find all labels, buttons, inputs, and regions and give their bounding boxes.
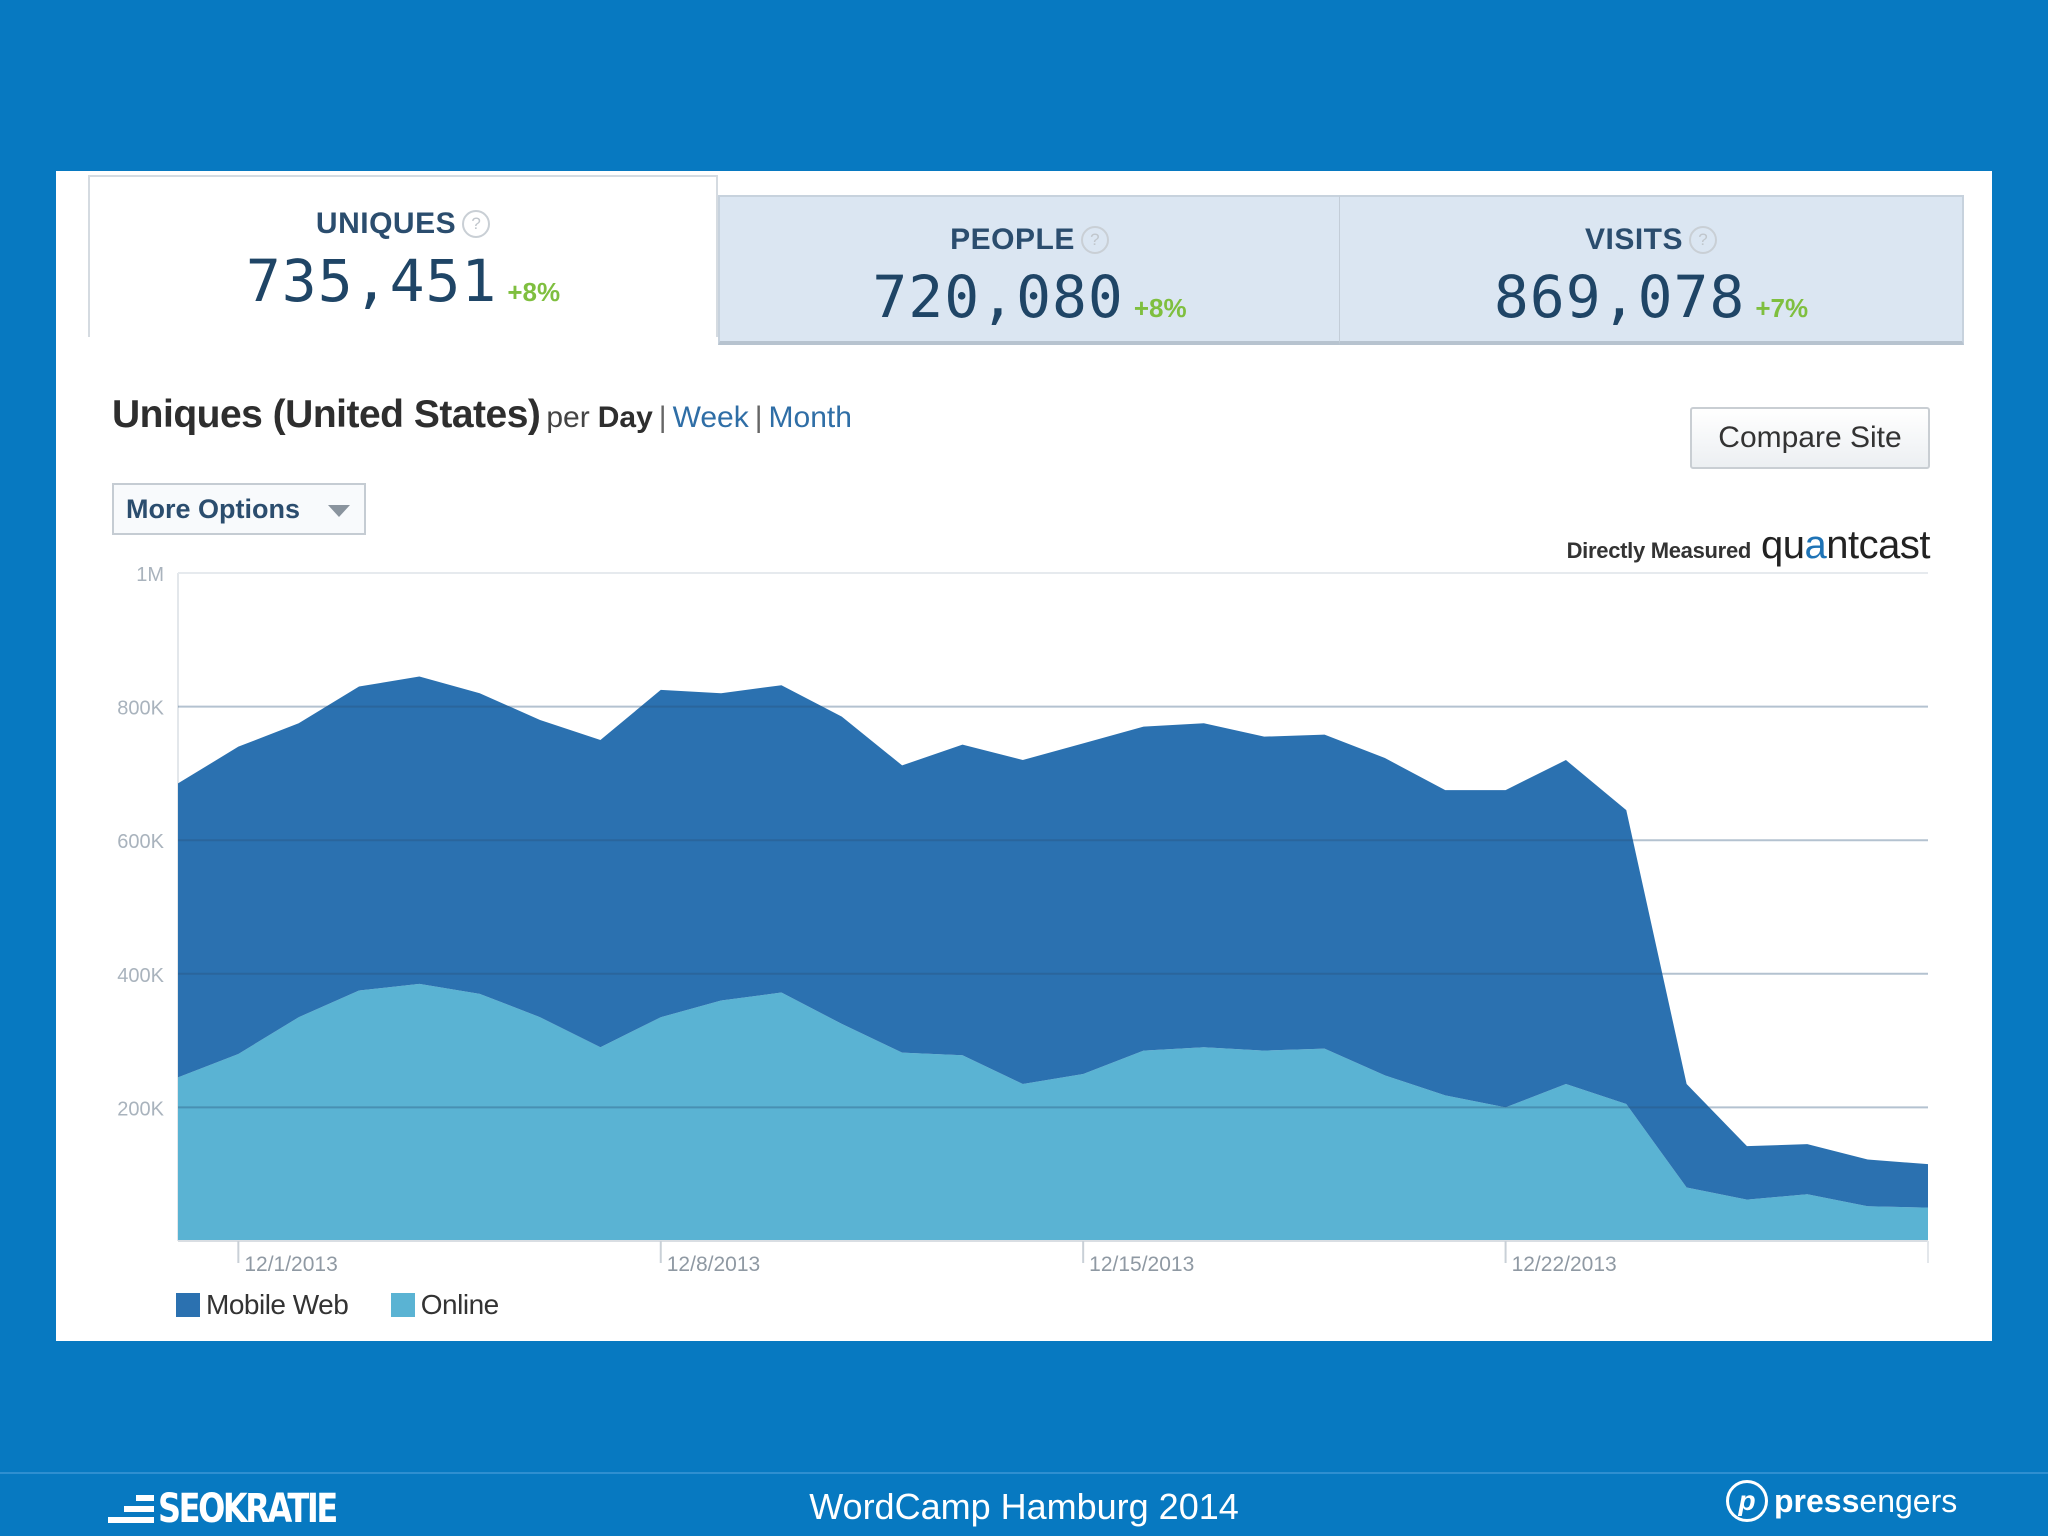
compare-site-button[interactable]: Compare Site bbox=[1690, 407, 1930, 469]
legend-label: Online bbox=[420, 1289, 499, 1320]
y-tick-label: 800K bbox=[117, 698, 164, 720]
seokratie-logo[interactable]: SEOKRATIE bbox=[108, 1486, 380, 1532]
pressengers-p-icon: p bbox=[1726, 1480, 1768, 1522]
period-month-link[interactable]: Month bbox=[768, 401, 852, 434]
quantcast-accent-letter: a bbox=[1804, 523, 1827, 567]
pressengers-logo[interactable]: p pressengers bbox=[1726, 1480, 1957, 1522]
footer-divider bbox=[0, 1472, 2048, 1474]
per-label: per bbox=[546, 401, 590, 434]
more-options-dropdown[interactable]: More Options bbox=[112, 483, 366, 535]
period-separator: | bbox=[658, 401, 667, 434]
legend-label: Mobile Web bbox=[206, 1289, 349, 1320]
tab-visits-title: VISITS bbox=[1584, 223, 1684, 256]
tab-visits-value: 869,078 bbox=[1493, 263, 1746, 331]
x-tick-label: 12/1/2013 bbox=[244, 1253, 337, 1276]
measured-text: Directly Measured bbox=[1566, 538, 1752, 563]
measured-badge: Directly Measured quantcast bbox=[1566, 523, 1931, 568]
period-separator: | bbox=[754, 401, 763, 434]
area-chart: 1M 800K 600K 400K 200K 12/1/2013 12/8/2013 12/1… bbox=[117, 564, 1929, 1276]
tab-uniques[interactable]: UNIQUES? 735,451 +8% bbox=[88, 175, 718, 337]
tab-people[interactable]: PEOPLE? 720,080 +8% bbox=[718, 195, 1340, 345]
tab-uniques-change: +8% bbox=[507, 277, 561, 307]
help-icon[interactable]: ? bbox=[1080, 226, 1109, 254]
tab-people-title: PEOPLE bbox=[950, 223, 1075, 256]
x-tick-label: 12/15/2013 bbox=[1089, 1253, 1194, 1276]
seokratie-bars-icon bbox=[108, 1490, 154, 1528]
y-tick-label: 1M bbox=[136, 564, 164, 586]
area-series-mobile-web bbox=[178, 676, 1928, 1208]
legend-swatch bbox=[390, 1293, 415, 1317]
period-day[interactable]: Day bbox=[597, 401, 653, 434]
help-icon[interactable]: ? bbox=[462, 210, 491, 238]
seokratie-text: SEOKRATIE bbox=[158, 1486, 338, 1532]
legend-swatch bbox=[176, 1293, 200, 1317]
y-tick-label: 600K bbox=[117, 831, 164, 853]
pressengers-text: pressengers bbox=[1774, 1483, 1957, 1519]
area-series-online bbox=[178, 983, 1928, 1241]
tab-visits-change: +7% bbox=[1755, 293, 1809, 323]
legend-item-mobile-web[interactable]: Mobile Web bbox=[176, 1289, 349, 1321]
tab-visits[interactable]: VISITS? 869,078 +7% bbox=[1340, 195, 1964, 345]
tab-people-value: 720,080 bbox=[872, 263, 1124, 331]
footer-event-title: WordCamp Hamburg 2014 bbox=[809, 1486, 1239, 1527]
analytics-panel: UNIQUES? 735,451 +8% PEOPLE? 720,080 +8% V… bbox=[56, 171, 1992, 1341]
pressengers-text-bold: press bbox=[1774, 1482, 1860, 1519]
chart-title: Uniques (United States) bbox=[112, 393, 541, 436]
tab-people-change: +8% bbox=[1133, 293, 1187, 323]
y-tick-label: 200K bbox=[117, 1098, 164, 1120]
legend-item-online[interactable]: Online bbox=[390, 1289, 499, 1321]
chart-heading: Uniques (United States) per Day | Week | Month bbox=[112, 393, 852, 437]
chevron-down-icon bbox=[328, 505, 350, 517]
more-options-label: More Options bbox=[126, 494, 300, 524]
tab-uniques-value: 735,451 bbox=[245, 247, 498, 315]
x-tick-label: 12/8/2013 bbox=[667, 1253, 760, 1276]
chart-legend: Mobile Web Online bbox=[176, 1289, 537, 1321]
y-tick-label: 400K bbox=[117, 965, 164, 987]
x-tick-label: 12/22/2013 bbox=[1512, 1253, 1617, 1276]
quantcast-logo: quantcast bbox=[1761, 523, 1930, 567]
period-week-link[interactable]: Week bbox=[672, 401, 749, 434]
pressengers-text-rest: engers bbox=[1859, 1482, 1958, 1519]
help-icon[interactable]: ? bbox=[1689, 226, 1718, 254]
tab-uniques-title: UNIQUES bbox=[315, 207, 457, 240]
